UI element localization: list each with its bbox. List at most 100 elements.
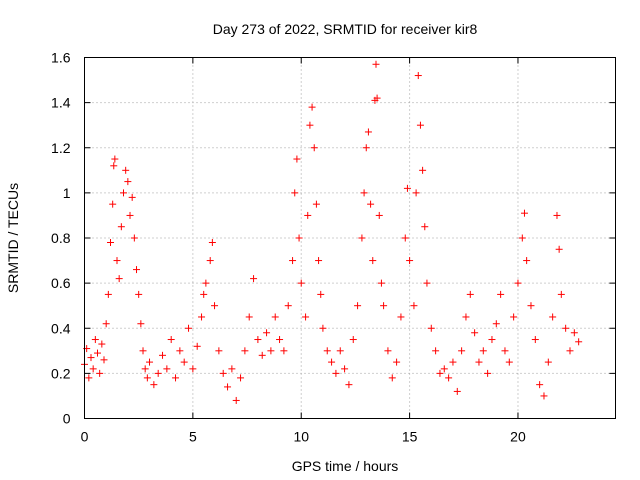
grid [84, 57, 616, 419]
data-point [237, 374, 245, 382]
data-point [406, 257, 414, 265]
data-point [523, 257, 531, 265]
data-point [276, 336, 284, 344]
data-point [540, 392, 548, 400]
data-point [185, 324, 193, 332]
data-point [232, 396, 240, 404]
data-point [423, 279, 431, 287]
data-point [362, 144, 370, 152]
data-point [315, 257, 323, 265]
data-point [304, 211, 312, 219]
data-point [100, 356, 108, 364]
x-tick-label: 20 [510, 429, 526, 445]
data-point [291, 189, 299, 197]
data-point [263, 329, 271, 337]
x-tick-label: 15 [402, 429, 418, 445]
data-point [462, 313, 470, 321]
data-point [163, 365, 171, 373]
data-point [271, 313, 279, 321]
data-point [96, 369, 104, 377]
data-point [200, 290, 208, 298]
chart-title: Day 273 of 2022, SRMTID for receiver kir… [213, 21, 478, 37]
data-point [180, 358, 188, 366]
data-point [245, 313, 253, 321]
y-tick-label: 0.6 [51, 275, 71, 291]
data-point [553, 211, 561, 219]
data-point [130, 234, 138, 242]
y-tick-label: 0.8 [51, 230, 71, 246]
data-point [349, 336, 357, 344]
data-point [87, 354, 95, 362]
data-point [471, 329, 479, 337]
data-point [284, 302, 292, 310]
data-point [211, 302, 219, 310]
data-point [375, 211, 383, 219]
data-point [531, 336, 539, 344]
data-point [113, 257, 121, 265]
data-point [372, 60, 380, 68]
data-point [120, 189, 128, 197]
data-point [384, 347, 392, 355]
data-point [436, 369, 444, 377]
y-tick-label: 1 [63, 185, 71, 201]
data-point [150, 381, 158, 389]
data-point [137, 320, 145, 328]
data-points [81, 60, 583, 404]
data-point [224, 383, 232, 391]
data-point [488, 336, 496, 344]
data-point [176, 347, 184, 355]
data-point [141, 365, 149, 373]
axis-ticks: 0 0.2 0.4 0.6 0.8 1 1.2 1.4 1.6 0 5 10 15 20 [51, 50, 616, 445]
x-tick-label: 0 [81, 429, 89, 445]
data-point [254, 336, 262, 344]
data-point [104, 290, 112, 298]
data-point [497, 290, 505, 298]
y-tick-label: 0.4 [51, 320, 71, 336]
data-point [377, 279, 385, 287]
data-point [139, 347, 147, 355]
data-point [412, 189, 420, 197]
data-point [293, 155, 301, 163]
data-point [380, 302, 388, 310]
data-point [323, 347, 331, 355]
data-point [475, 358, 483, 366]
data-point [258, 351, 266, 359]
data-point [228, 365, 236, 373]
y-tick-label: 0.2 [51, 365, 71, 381]
data-point [345, 381, 353, 389]
data-point [401, 234, 409, 242]
data-point [458, 347, 466, 355]
data-point [111, 155, 119, 163]
data-point [419, 166, 427, 174]
data-point [566, 347, 574, 355]
data-point [414, 72, 422, 80]
data-point [341, 365, 349, 373]
data-point [91, 336, 99, 344]
data-point [393, 358, 401, 366]
data-point [193, 342, 201, 350]
data-point [241, 347, 249, 355]
data-point [167, 336, 175, 344]
data-point [94, 349, 102, 357]
data-point [297, 279, 305, 287]
data-point [280, 347, 288, 355]
data-point [403, 184, 411, 192]
data-point [310, 144, 318, 152]
data-point [549, 313, 557, 321]
data-point [354, 302, 362, 310]
data-point [570, 329, 578, 337]
data-point [154, 369, 162, 377]
data-point [135, 290, 143, 298]
data-point [510, 313, 518, 321]
data-point [206, 257, 214, 265]
data-point [143, 374, 151, 382]
data-point [89, 365, 97, 373]
data-point [115, 275, 123, 283]
data-point [492, 320, 500, 328]
data-point [388, 374, 396, 382]
data-point [445, 374, 453, 382]
data-point [122, 166, 130, 174]
data-point [518, 234, 526, 242]
data-point [449, 358, 457, 366]
